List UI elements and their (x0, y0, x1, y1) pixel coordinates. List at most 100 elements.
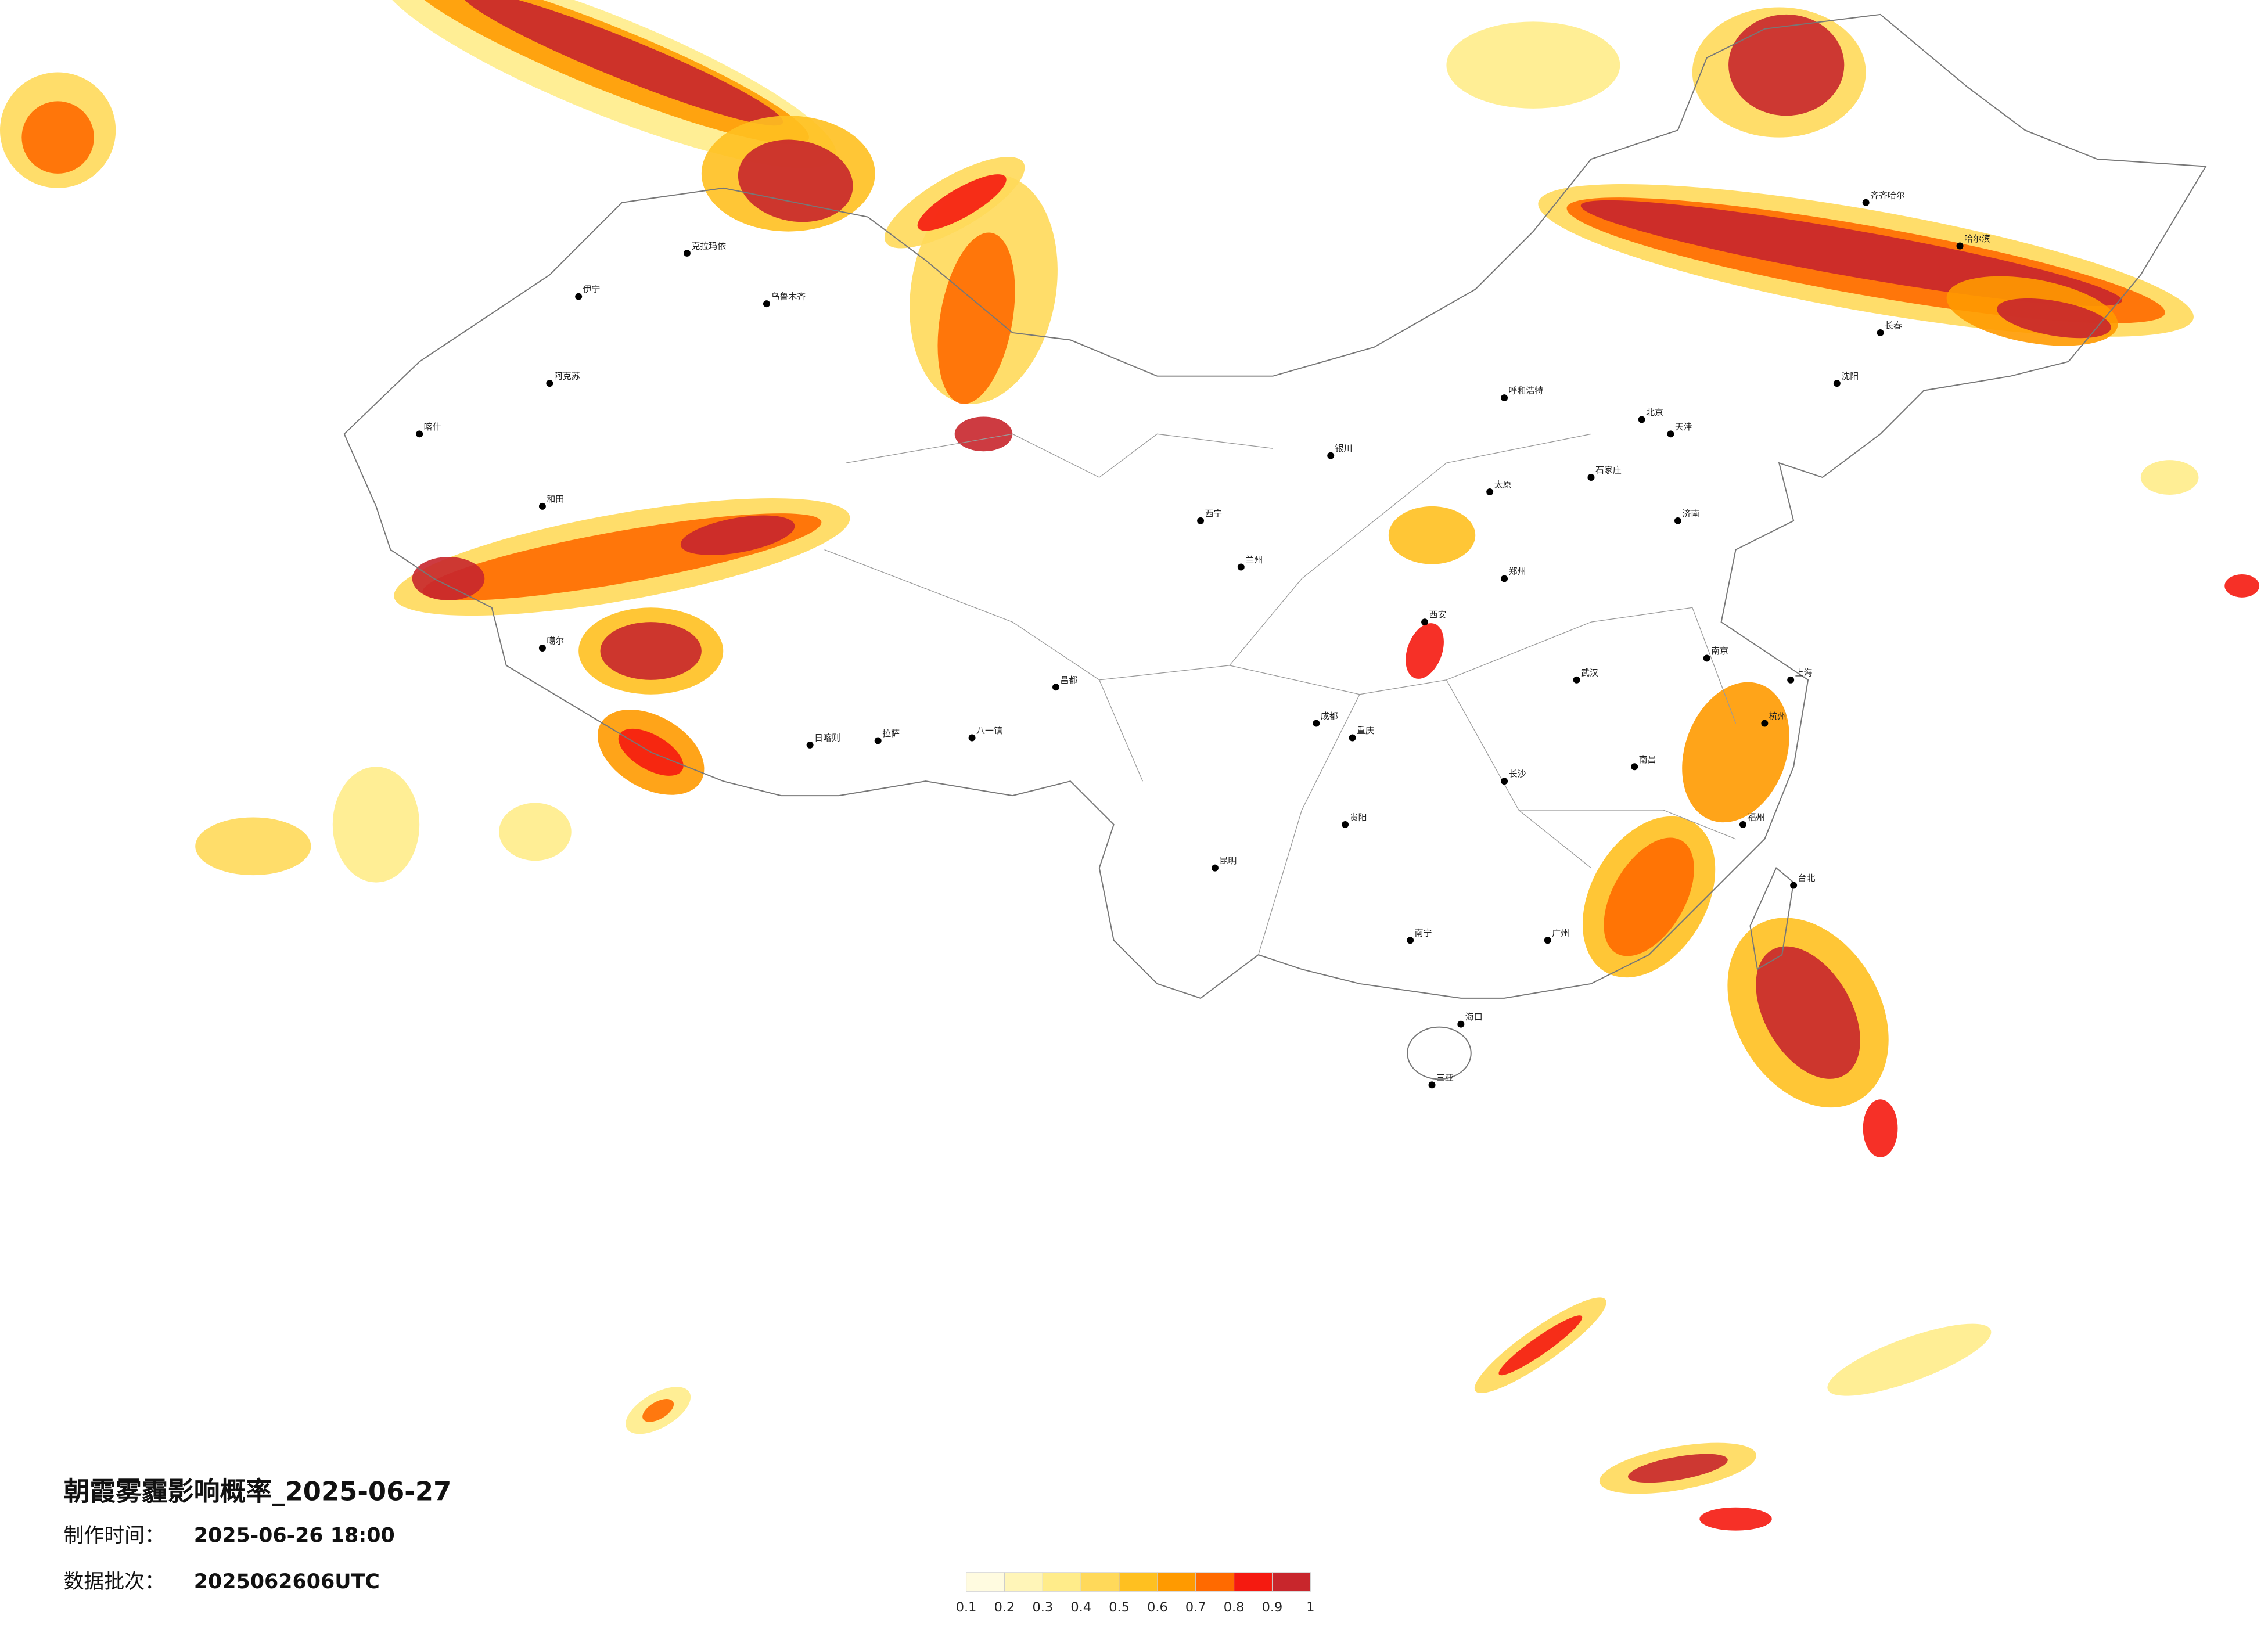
legend-swatch (1004, 1572, 1043, 1592)
city-dot (1237, 563, 1245, 571)
city-label: 阿克苏 (554, 371, 580, 382)
city-label: 太原 (1494, 479, 1512, 490)
city-dot (546, 380, 553, 387)
probability-area (738, 139, 853, 222)
city-dot (1407, 937, 1414, 944)
city-label: 武汉 (1581, 667, 1598, 678)
city-dot (1342, 821, 1349, 828)
city-label: 银川 (1335, 443, 1353, 454)
city-dot (538, 502, 546, 510)
city-label: 乌鲁木齐 (771, 292, 806, 302)
city-label: 贵阳 (1350, 812, 1367, 822)
city-dot (1327, 452, 1335, 459)
probability-area (680, 515, 795, 555)
probability-area (1997, 298, 2111, 339)
city-dot (1631, 763, 1638, 771)
batch-label: 数据批次： (64, 1570, 165, 1593)
province-lines (824, 433, 1737, 955)
city-label: 海口 (1465, 1012, 1483, 1022)
probability-area (917, 174, 1007, 231)
city-label: 北京 (1646, 407, 1663, 418)
country-outline (343, 13, 2207, 999)
city-label: 南宁 (1415, 928, 1432, 938)
city-label: 昆明 (1219, 855, 1237, 866)
island-outline (1749, 867, 1795, 970)
city-dot (1501, 778, 1508, 785)
probability-area (1728, 14, 1845, 116)
city-label: 福州 (1747, 812, 1764, 822)
city-dot (1674, 517, 1681, 524)
probability-area (1388, 506, 1476, 564)
city-dot (1956, 242, 1964, 250)
city-label: 拉萨 (882, 728, 900, 739)
probability-area (1827, 1323, 1992, 1396)
city-label: 广州 (1552, 928, 1569, 938)
legend-tick-label: 1 (1306, 1600, 1314, 1615)
legend-tick-label: 0.5 (1109, 1600, 1130, 1615)
city-dot (1349, 734, 1356, 742)
city-label: 长春 (1885, 320, 1902, 330)
city-label: 西宁 (1205, 508, 1223, 519)
map-title: 朝霞雾霾影响概率_2025-06-27 (64, 1476, 452, 1506)
city-label: 台北 (1798, 873, 1816, 883)
city-label: 石家庄 (1595, 465, 1622, 476)
probability-area (332, 767, 420, 883)
city-label: 济南 (1682, 508, 1699, 519)
legend-swatch (1195, 1572, 1235, 1592)
legend-swatch (1080, 1572, 1120, 1592)
city-dot (874, 737, 882, 744)
probability-area (21, 101, 94, 174)
city-label: 成都 (1321, 711, 1338, 721)
city-label: 杭州 (1769, 711, 1787, 721)
city-label: 喀什 (424, 422, 441, 432)
legend-tick-label: 0.8 (1224, 1600, 1245, 1615)
probability-area (1406, 623, 1444, 679)
city-label: 沈阳 (1841, 371, 1859, 382)
city-label: 齐齐哈尔 (1870, 190, 1905, 200)
city-dot (683, 249, 691, 257)
legend-tick-label: 0.3 (1033, 1600, 1054, 1615)
legend-swatch (1042, 1572, 1081, 1592)
city-label: 郑州 (1509, 566, 1526, 577)
city-dot (1703, 654, 1710, 662)
city-label: 西安 (1429, 610, 1447, 620)
city-label: 南京 (1711, 646, 1728, 656)
city-dot (1211, 864, 1219, 872)
legend-tick-label: 0.4 (1070, 1600, 1091, 1615)
city-dot (1667, 430, 1674, 438)
city-label: 兰州 (1245, 555, 1263, 565)
city-dot (1787, 676, 1795, 684)
legend-tick-label: 0.6 (1147, 1600, 1168, 1615)
city-dot (1421, 618, 1429, 626)
legend-swatch (1271, 1572, 1311, 1592)
probability-area (600, 622, 702, 680)
probability-area (937, 232, 1015, 404)
probability-area (1682, 682, 1789, 823)
issue-label: 制作时间： (64, 1524, 165, 1548)
city-label: 噶尔 (547, 636, 564, 646)
city-label: 昌都 (1060, 675, 1077, 685)
probability-area (1863, 1099, 1898, 1157)
city-dot (1877, 329, 1884, 336)
city-dot (416, 430, 423, 438)
city-dot (538, 645, 546, 652)
city-dot (1638, 416, 1645, 423)
city-dot (1790, 882, 1798, 889)
city-label: 呼和浩特 (1509, 386, 1544, 396)
legend-tick-label: 0.2 (994, 1600, 1015, 1615)
batch: 2025062606UTC (194, 1570, 380, 1593)
city-dot (1544, 937, 1551, 944)
probability-area (499, 803, 572, 861)
probability-area (2140, 460, 2199, 495)
island-outline (1407, 1026, 1472, 1080)
city-dot (1052, 684, 1059, 691)
legend-swatch (1234, 1572, 1273, 1592)
legend-swatch (1119, 1572, 1158, 1592)
city-label: 天津 (1675, 422, 1692, 432)
probability-area (412, 557, 485, 600)
probability-area (2224, 574, 2260, 598)
probability-area (461, 0, 783, 126)
probability-field (0, 0, 2260, 1531)
